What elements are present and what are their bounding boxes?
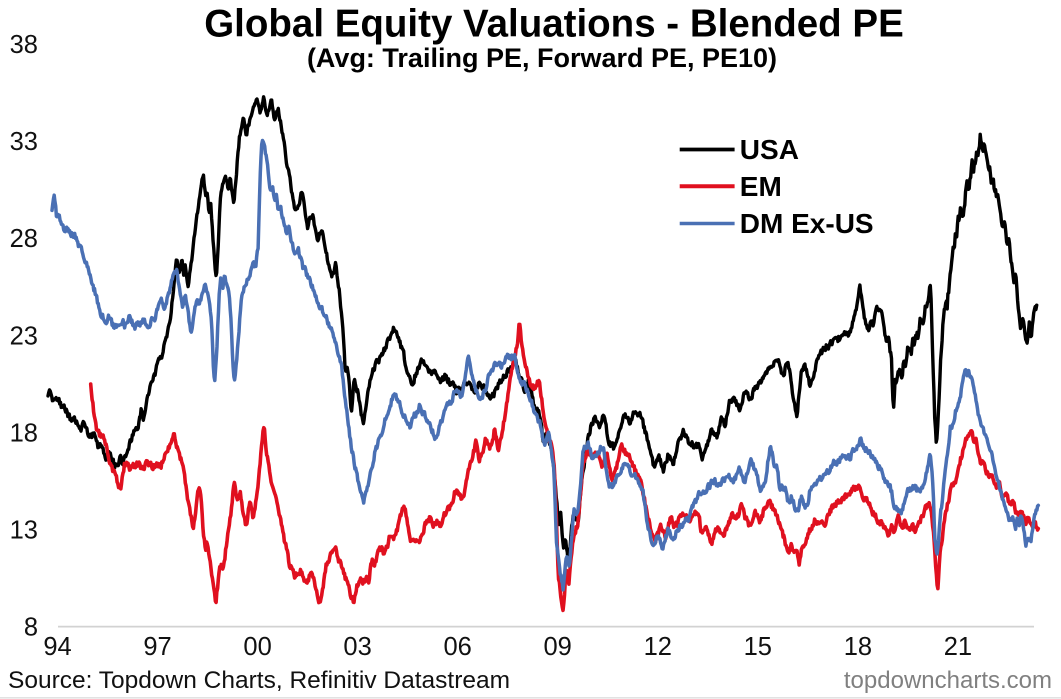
svg-text:(Avg: Trailing PE, Forward PE,: (Avg: Trailing PE, Forward PE, PE10) [307,43,777,73]
svg-text:28: 28 [10,225,38,253]
svg-text:23: 23 [10,322,38,350]
svg-text:topdowncharts.com: topdowncharts.com [844,667,1052,694]
svg-text:USA: USA [740,134,799,165]
svg-text:12: 12 [644,633,672,661]
svg-text:DM Ex-US: DM Ex-US [740,208,874,239]
svg-text:21: 21 [944,633,972,661]
svg-text:97: 97 [143,633,171,661]
svg-text:38: 38 [10,31,38,59]
svg-text:EM: EM [740,171,782,202]
svg-text:Global Equity Valuations - Ble: Global Equity Valuations - Blended PE [204,3,904,46]
svg-text:94: 94 [43,633,71,661]
svg-text:15: 15 [744,633,772,661]
svg-text:18: 18 [10,419,38,447]
svg-text:33: 33 [10,128,38,156]
svg-text:03: 03 [343,633,371,661]
svg-text:00: 00 [243,633,271,661]
svg-text:09: 09 [544,633,572,661]
svg-text:18: 18 [844,633,872,661]
svg-text:Source: Topdown Charts, Refini: Source: Topdown Charts, Refinitiv Datast… [8,667,510,694]
svg-text:06: 06 [444,633,472,661]
svg-text:8: 8 [24,614,38,642]
svg-text:13: 13 [10,517,38,545]
